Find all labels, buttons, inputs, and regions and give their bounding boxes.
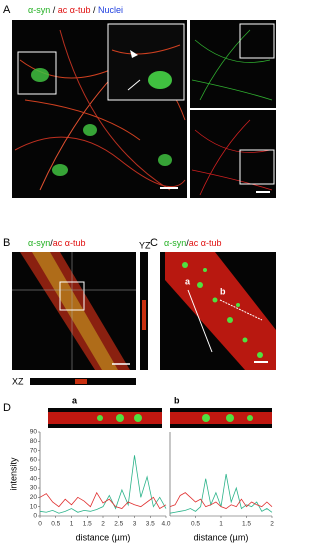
y-tick-label: 70	[30, 447, 38, 454]
label-part: /	[186, 238, 189, 248]
inset-cell	[148, 71, 172, 89]
series-line	[169, 473, 273, 514]
label-part: ac α-tub	[53, 238, 86, 248]
label-part: /	[90, 5, 98, 15]
inset	[239, 149, 275, 185]
xz-label: XZ	[12, 376, 24, 386]
x-tick-label: 1	[219, 521, 223, 528]
y-tick-label: 10	[30, 503, 38, 510]
strip-a-signal	[48, 412, 162, 424]
inset-neurite	[111, 44, 181, 55]
x-tick-label: 0	[38, 521, 42, 528]
inset	[239, 23, 275, 59]
image-green	[190, 20, 276, 108]
label-part: α-syn	[28, 238, 50, 248]
strip-label: a	[72, 395, 78, 405]
yz-label: YZ	[139, 240, 151, 250]
inset-box	[59, 281, 85, 311]
strip-label: b	[174, 395, 180, 405]
series-line	[169, 492, 273, 509]
label-part: /	[50, 238, 53, 248]
label-part: /	[50, 5, 58, 15]
xz-signal	[75, 379, 87, 384]
label-part: α-syn	[28, 5, 50, 15]
arrowhead	[130, 50, 138, 58]
image-red	[190, 110, 276, 198]
red-neurites	[191, 119, 273, 196]
x-tick-label: 0.5	[51, 521, 60, 528]
x-axis-label: distance (µm)	[76, 532, 131, 542]
profile-line-a	[187, 289, 213, 353]
panel-letter: B	[3, 237, 10, 249]
line-label: b	[220, 286, 226, 296]
strip-a-puncta	[97, 414, 142, 422]
label-part: ac α-tub	[58, 5, 91, 15]
channel-label: α-syn / ac α-tub / Nuclei	[28, 5, 123, 15]
arrow	[127, 79, 141, 91]
line-label: a	[185, 276, 191, 286]
y-tick-label: 50	[30, 466, 38, 473]
x-tick-label: 2	[270, 521, 274, 528]
y-tick-label: 80	[30, 438, 38, 445]
axon-zoom	[165, 252, 276, 370]
series-line	[39, 491, 167, 510]
x-tick-label: 2.5	[114, 521, 123, 528]
label-part: ac α-tub	[189, 238, 222, 248]
x-tick-label: 1	[70, 521, 74, 528]
x-axis-label: distance (µm)	[194, 532, 249, 542]
y-tick-label: 60	[30, 457, 38, 464]
y-tick-label: 20	[30, 494, 38, 501]
x-tick-label: 1.5	[83, 521, 92, 528]
puncta	[182, 262, 263, 358]
label-part: α-syn	[164, 238, 186, 248]
y-tick-label: 40	[30, 475, 38, 482]
panel-letter: A	[3, 4, 11, 16]
strip-b-puncta	[202, 414, 253, 422]
x-tick-label: 2	[101, 521, 105, 528]
strip-b-signal	[170, 412, 272, 424]
y-tick-label: 90	[30, 429, 38, 436]
inset-box	[17, 51, 57, 95]
y-tick-label: 30	[30, 485, 38, 492]
label-part: Nuclei	[98, 5, 123, 15]
green-neurites	[191, 29, 273, 101]
yz-signal	[142, 300, 146, 330]
panel-letter: C	[150, 237, 158, 249]
figure: A α-syn / ac α-tub / Nuclei B α-syn/ac α…	[3, 4, 276, 542]
x-tick-label: 4.0	[161, 521, 170, 528]
profile-line-b	[219, 299, 263, 321]
channel-label: α-syn/ac α-tub	[28, 238, 85, 248]
channel-label: α-syn/ac α-tub	[164, 238, 221, 248]
x-tick-label: 1.5	[242, 521, 251, 528]
x-tick-label: 3.5	[146, 521, 155, 528]
series-line	[39, 455, 167, 514]
panel-letter: D	[3, 402, 11, 414]
y-tick-label: 0	[33, 513, 37, 520]
x-tick-label: 0.5	[191, 521, 200, 528]
axon-bundle-overlap	[32, 252, 118, 370]
y-axis-label: intensity	[8, 457, 18, 491]
x-tick-label: 3	[133, 521, 137, 528]
inset	[107, 23, 185, 101]
